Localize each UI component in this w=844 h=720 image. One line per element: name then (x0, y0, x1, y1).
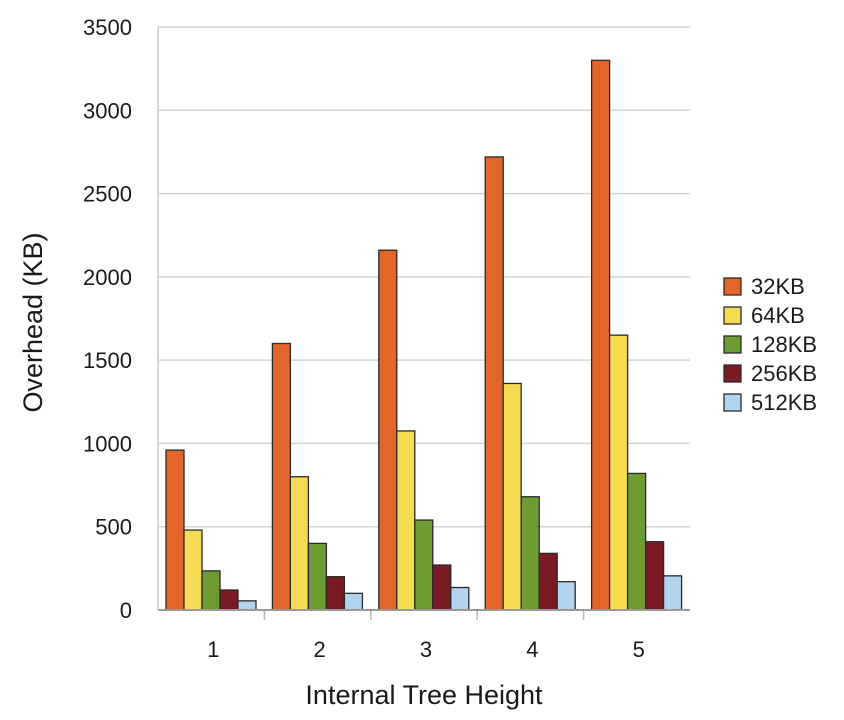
bar-512kb-height-5 (662, 575, 683, 611)
bar-512kb-height-3 (450, 586, 470, 611)
bar-64kb-height-1 (183, 529, 203, 611)
bar-32kb-height-3 (378, 249, 398, 611)
bar-64kb-height-3 (396, 430, 416, 611)
bar-128kb-height-2 (307, 542, 328, 611)
bar-64kb-height-2 (289, 476, 310, 611)
bar-512kb-height-1 (237, 600, 257, 611)
bar-128kb-height-3 (414, 519, 434, 611)
legend-label-256kb: 256KB (751, 361, 817, 386)
y-tick-label-1000: 1000 (83, 431, 132, 456)
x-tick-label-2: 2 (313, 637, 325, 662)
legend-swatch-128kb (723, 335, 742, 354)
bar-128kb-height-4 (520, 496, 540, 611)
legend: 32KB 64KB 128KB 256KB 512KB (723, 274, 817, 415)
x-tick-label-3: 3 (420, 637, 432, 662)
bar-32kb-height-5 (590, 59, 611, 611)
y-tick-label-3500: 3500 (83, 15, 132, 40)
grid (158, 26, 690, 528)
x-tick-label-4: 4 (526, 637, 538, 662)
bar-128kb-height-5 (626, 472, 647, 611)
bar-512kb-height-4 (556, 581, 576, 611)
legend-swatch-64kb (723, 306, 742, 325)
legend-swatch-512kb (723, 393, 742, 412)
y-tick-label-1500: 1500 (83, 348, 132, 373)
legend-swatch-32kb (723, 277, 742, 296)
bar-128kb-height-1 (201, 570, 221, 611)
bar-32kb-height-2 (271, 342, 292, 611)
bar-32kb-height-1 (165, 449, 185, 611)
bar-32kb-height-4 (484, 156, 504, 611)
bar-256kb-height-4 (538, 552, 558, 611)
y-tick-label-2500: 2500 (83, 182, 132, 207)
bar-64kb-height-4 (502, 382, 522, 611)
y-tick-label-2000: 2000 (83, 265, 132, 290)
bar-256kb-height-3 (432, 564, 452, 611)
bars (165, 59, 683, 611)
legend-swatch-256kb (723, 364, 742, 383)
axes (157, 27, 690, 620)
y-axis-title: Overhead (KB) (18, 232, 48, 412)
legend-label-32kb: 32KB (751, 274, 805, 299)
legend-label-64kb: 64KB (751, 303, 805, 328)
bar-256kb-height-2 (325, 576, 346, 611)
legend-label-512kb: 512KB (751, 390, 817, 415)
bar-256kb-height-1 (219, 589, 239, 611)
bar-64kb-height-5 (608, 334, 629, 611)
y-tick-label-3000: 3000 (83, 98, 132, 123)
y-tick-label-0: 0 (120, 598, 132, 623)
bar-512kb-height-2 (343, 592, 364, 611)
x-tick-label-5: 5 (633, 637, 645, 662)
bar-256kb-height-5 (644, 541, 665, 611)
y-tick-label-500: 500 (95, 515, 132, 540)
y-tick-labels: 0 500 1000 1500 2000 2500 3000 3500 (83, 15, 132, 623)
x-tick-label-1: 1 (207, 637, 219, 662)
x-axis-title: Internal Tree Height (305, 680, 543, 710)
x-tick-labels: 1 2 3 4 5 (207, 637, 645, 662)
legend-label-128kb: 128KB (751, 332, 817, 357)
